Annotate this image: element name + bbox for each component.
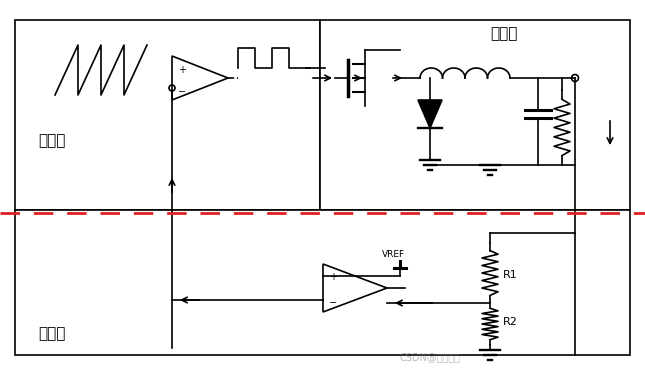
Bar: [15, 210, 630, 355]
Polygon shape: [172, 56, 228, 100]
Polygon shape: [323, 264, 387, 312]
Text: CSDN@大话硬件: CSDN@大话硬件: [400, 352, 461, 362]
Polygon shape: [418, 100, 442, 128]
Text: R2: R2: [503, 317, 518, 327]
Text: −: −: [178, 87, 186, 97]
Bar: [15, 20, 320, 210]
Bar: [320, 20, 630, 210]
Text: 控制级: 控制级: [38, 133, 65, 148]
Text: +: +: [178, 65, 186, 75]
Text: 反馈级: 反馈级: [38, 326, 65, 341]
Text: −: −: [329, 298, 337, 308]
Text: 功率级: 功率级: [490, 26, 517, 41]
Text: +: +: [329, 272, 337, 282]
Text: R1: R1: [503, 270, 518, 280]
Text: VREF: VREF: [382, 250, 405, 259]
